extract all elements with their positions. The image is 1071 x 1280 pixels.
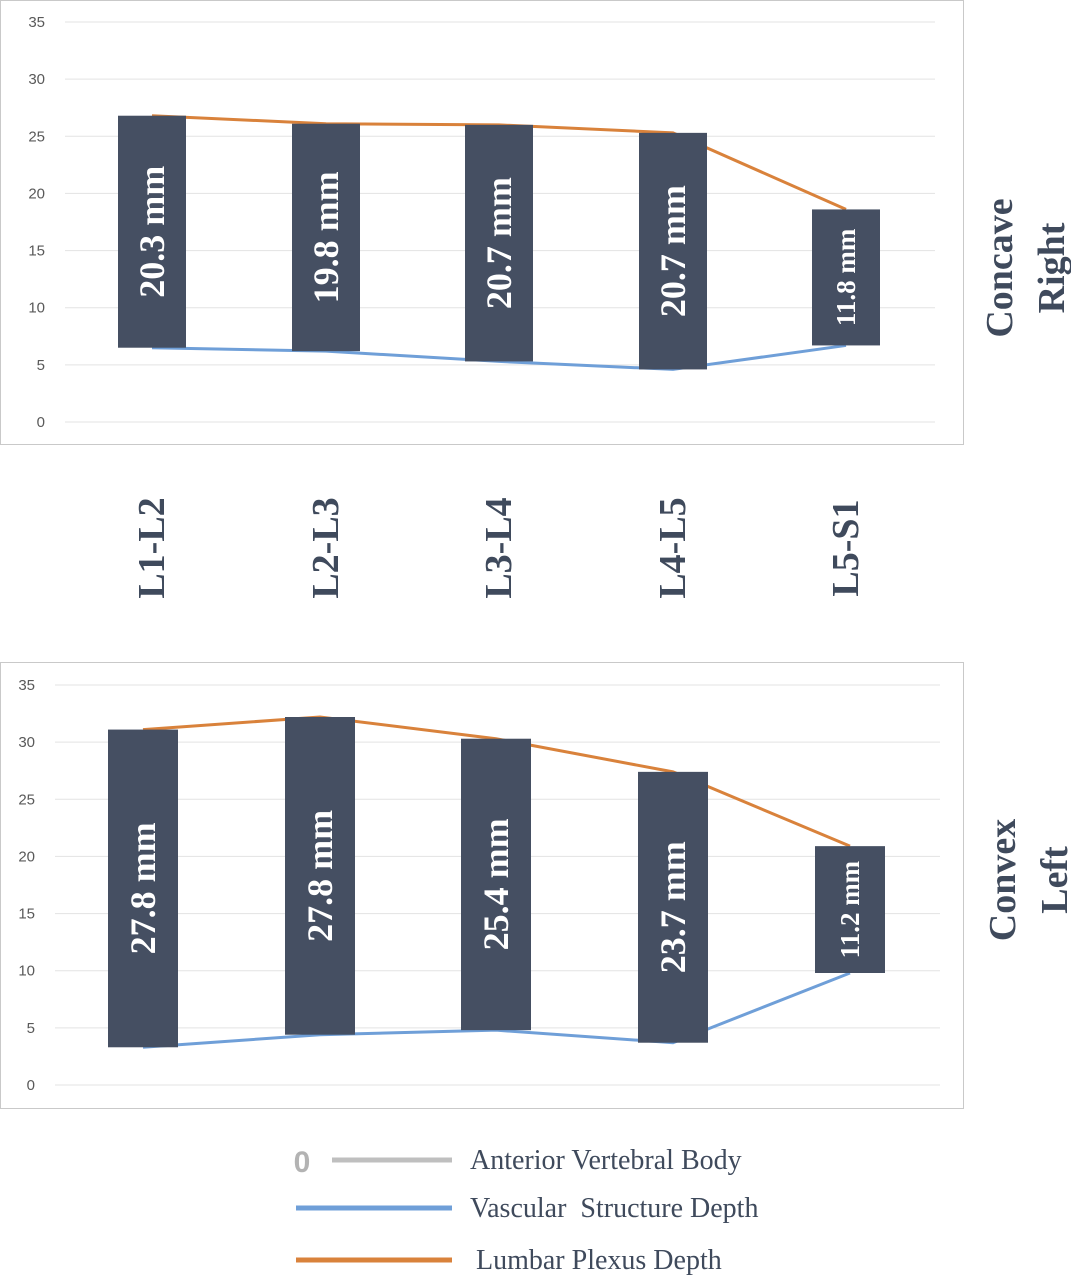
- bar-value-label: 27.8 mm: [300, 810, 340, 942]
- concave-right-chart: 0 5 10 15 20 25 30 35 20.3 mm 19.8 mm 20.7 mm 20.7 …: [28, 14, 1071, 431]
- y-tick-label: 15: [18, 906, 35, 923]
- depth-bar: [639, 132, 707, 370]
- depth-bar: [465, 124, 533, 362]
- bar-value-label: 23.7 mm: [653, 841, 693, 973]
- convex-left-chart: 0 5 10 15 20 25 30 35 27.8 mm 27.8 mm 25.4 mm 23.7 …: [18, 677, 1071, 1094]
- bar-value-label: 20.3 mm: [132, 166, 172, 298]
- side-label-line: Convex: [982, 819, 1024, 941]
- bar-value-label: 27.8 mm: [123, 822, 163, 954]
- category-label: L2-L3: [305, 497, 347, 598]
- depth-bar: [292, 123, 360, 352]
- y-tick-label: 20: [28, 185, 45, 202]
- category-label: L4-L5: [652, 497, 694, 598]
- category-label: L3-L4: [478, 497, 520, 598]
- depth-bar: [285, 717, 355, 1035]
- legend: 0 Anterior Vertebral Body Vascular Structu…: [294, 1145, 759, 1276]
- category-axis-labels: L1-L2 L2-L3 L3-L4 L4-L5 L5-S1: [131, 497, 867, 598]
- depth-bar: [118, 115, 186, 348]
- side-label-line: Left: [1034, 846, 1071, 914]
- y-tick-label: 10: [28, 300, 45, 317]
- depth-bar: [815, 846, 885, 973]
- y-tick-label: 35: [18, 677, 35, 694]
- y-tick-label: 35: [28, 14, 45, 31]
- y-tick-label: 0: [37, 414, 45, 431]
- y-tick-label: 15: [28, 243, 45, 260]
- legend-zero-marker: 0: [294, 1146, 311, 1179]
- legend-label: Lumbar Plexus Depth: [476, 1245, 722, 1276]
- category-label: L1-L2: [131, 497, 173, 598]
- y-tick-label: 5: [37, 357, 45, 374]
- y-tick-label: 20: [18, 848, 35, 865]
- legend-label: Vascular Structure Depth: [470, 1193, 758, 1224]
- depth-bar: [812, 209, 880, 346]
- side-label-line: Concave: [979, 198, 1021, 337]
- y-tick-label: 30: [18, 734, 35, 751]
- bar-value-label: 20.7 mm: [479, 177, 519, 309]
- bar-value-label: 11.8 mm: [831, 228, 861, 326]
- depth-bar: [461, 738, 531, 1031]
- bar-value-label: 25.4 mm: [476, 818, 516, 950]
- bar-value-label: 19.8 mm: [306, 171, 346, 303]
- y-tick-label: 10: [18, 963, 35, 980]
- legend-label: Anterior Vertebral Body: [470, 1145, 742, 1176]
- category-label: L5-S1: [825, 499, 867, 596]
- y-tick-label: 0: [27, 1077, 35, 1094]
- bar-value-label: 20.7 mm: [653, 185, 693, 317]
- bar-value-label: 11.2 mm: [835, 860, 865, 958]
- side-label-line: Right: [1031, 222, 1071, 313]
- y-tick-label: 5: [27, 1020, 35, 1037]
- depth-bar: [638, 771, 708, 1043]
- depth-bar: [108, 729, 178, 1048]
- y-tick-label: 25: [18, 791, 35, 808]
- y-tick-label: 25: [28, 128, 45, 145]
- y-tick-label: 30: [28, 71, 45, 88]
